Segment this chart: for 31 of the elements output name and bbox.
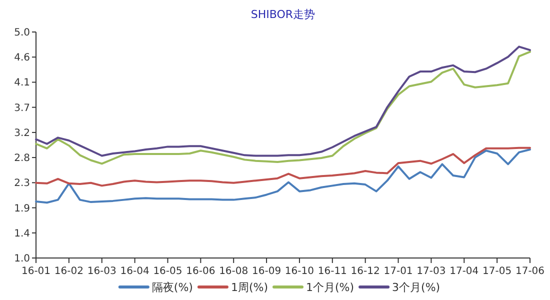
x-tick-label: 16-02 xyxy=(54,266,84,277)
x-tick-label: 16-05 xyxy=(153,266,182,277)
x-tick-label: 16-08 xyxy=(219,266,248,277)
y-tick-label: 5.0 xyxy=(14,28,30,38)
x-tick-label: 16-04 xyxy=(120,266,150,277)
legend-label: 1周(%) xyxy=(230,281,268,294)
x-tick-label: 17-04 xyxy=(450,266,479,277)
legend-label: 1个月(%) xyxy=(306,281,354,294)
x-tick-label: 16-12 xyxy=(350,266,380,277)
x-tick-label: 17-06 xyxy=(515,266,545,277)
x-tick-label: 16-11 xyxy=(318,266,347,277)
x-tick-label: 16-09 xyxy=(252,266,282,277)
y-tick-label: 4.1 xyxy=(14,78,30,89)
x-tick-label: 16-06 xyxy=(186,266,216,277)
y-tick-label: 3.2 xyxy=(14,128,30,139)
x-tick-label: 16-10 xyxy=(284,266,314,277)
y-tick-label: 2.3 xyxy=(14,178,30,190)
y-tick-label: 1.4 xyxy=(14,228,30,240)
x-tick-label: 16-03 xyxy=(87,266,116,277)
y-tick-label: 3.7 xyxy=(14,102,30,114)
x-tick-label: 17-01 xyxy=(384,266,413,277)
chart-title: SHIBOR走势 xyxy=(250,8,316,21)
legend-label: 3个月(%) xyxy=(392,281,440,294)
y-tick-label: 2.8 xyxy=(14,153,30,164)
x-tick-label: 17-05 xyxy=(482,266,512,277)
x-tick-label: 16-01 xyxy=(21,266,51,277)
y-tick-label: 1.0 xyxy=(14,254,30,264)
x-tick-label: 17-03 xyxy=(416,266,446,277)
y-tick-label: 4.6 xyxy=(14,52,30,64)
legend-label: 隔夜(%) xyxy=(152,281,193,294)
y-tick-label: 1.9 xyxy=(14,203,30,214)
